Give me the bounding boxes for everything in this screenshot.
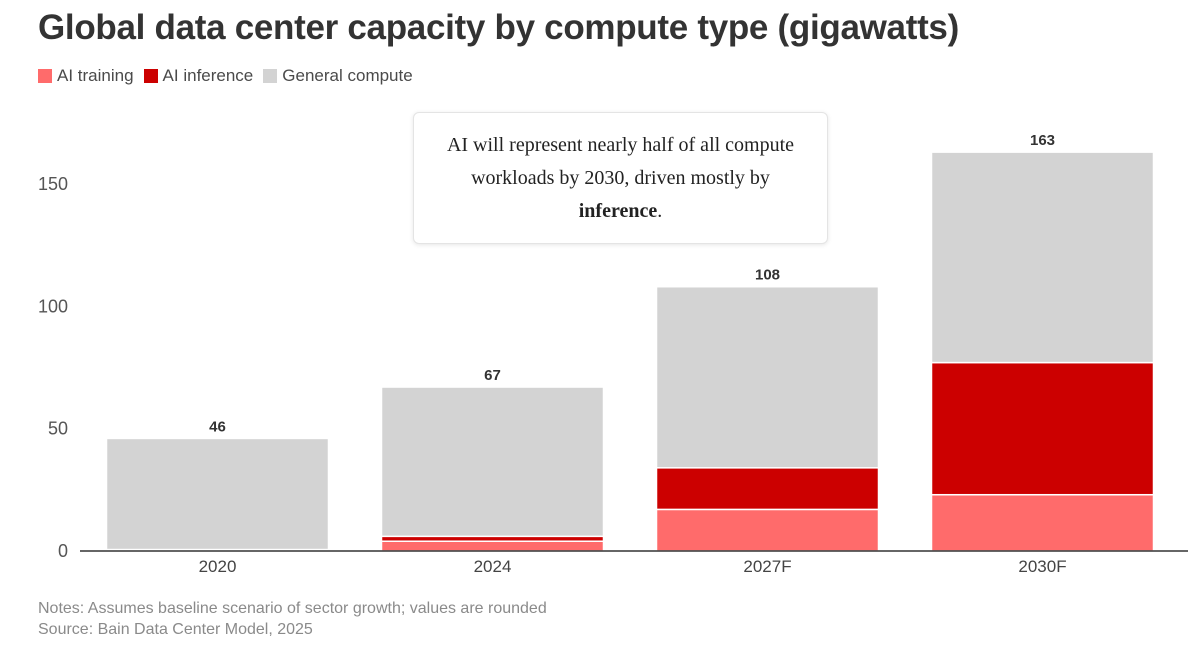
y-tick-label: 100 <box>38 296 68 316</box>
total-label: 67 <box>484 367 501 384</box>
total-label: 108 <box>755 267 780 284</box>
bar-segment-general-compute <box>380 386 605 538</box>
legend-item-general-compute: General compute <box>263 66 413 86</box>
notes-line: Notes: Assumes baseline scenario of sect… <box>38 600 547 617</box>
legend-item-ai-inference: AI inference <box>143 66 254 86</box>
annotation-callout: AI will represent nearly half of all com… <box>413 112 828 244</box>
source-line: Source: Bain Data Center Model, 2025 <box>38 621 313 638</box>
callout-text-bold: inference <box>578 199 658 222</box>
legend-label-ai-inference: AI inference <box>162 66 254 85</box>
legend-item-ai-training: AI training <box>38 66 134 86</box>
x-tick-label: 2020 <box>199 557 237 576</box>
x-tick-label: 2027F <box>743 557 791 576</box>
bar-segment-ai-training <box>655 508 880 552</box>
bar-segment-general-compute <box>930 151 1155 364</box>
x-tick-label: 2024 <box>474 557 512 576</box>
notes: Notes: Assumes baseline scenario of sect… <box>38 598 547 640</box>
y-tick-label: 0 <box>58 541 68 561</box>
callout-text-end: . <box>657 199 663 222</box>
y-tick-label: 50 <box>48 419 68 439</box>
total-label: 46 <box>209 418 226 435</box>
bar-segment-ai-inference <box>655 467 880 511</box>
bar-segment-ai-training <box>380 540 605 552</box>
legend: AI training AI inference General compute <box>38 66 423 86</box>
chart-title: Global data center capacity by compute t… <box>38 8 959 47</box>
x-tick-label: 2030F <box>1018 557 1066 576</box>
bar-segment-general-compute <box>655 285 880 469</box>
legend-swatch-ai-training <box>38 69 52 83</box>
legend-label-ai-training: AI training <box>57 66 134 85</box>
callout-text: AI will represent nearly half of all com… <box>430 129 811 228</box>
legend-label-general-compute: General compute <box>282 66 413 85</box>
total-label: 163 <box>1030 132 1055 149</box>
bar-segment-ai-training <box>930 493 1155 552</box>
bar-segment-general-compute <box>105 437 330 551</box>
bar-segment-ai-inference <box>930 361 1155 496</box>
y-tick-label: 150 <box>38 174 68 194</box>
callout-text-regular: AI will represent nearly half of all com… <box>446 133 795 189</box>
legend-swatch-ai-inference <box>143 69 158 83</box>
legend-swatch-general-compute <box>263 69 278 83</box>
